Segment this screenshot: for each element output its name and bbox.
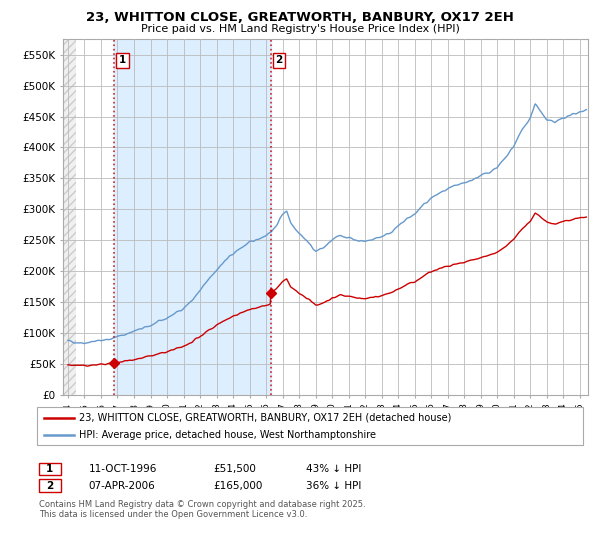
Text: 2: 2 bbox=[275, 55, 283, 65]
Text: 1: 1 bbox=[119, 55, 126, 65]
Text: 23, WHITTON CLOSE, GREATWORTH, BANBURY, OX17 2EH: 23, WHITTON CLOSE, GREATWORTH, BANBURY, … bbox=[86, 11, 514, 24]
Text: 1: 1 bbox=[46, 464, 53, 474]
Text: 2: 2 bbox=[46, 480, 53, 491]
Polygon shape bbox=[63, 39, 76, 395]
Text: 23, WHITTON CLOSE, GREATWORTH, BANBURY, OX17 2EH (detached house): 23, WHITTON CLOSE, GREATWORTH, BANBURY, … bbox=[79, 413, 452, 423]
Text: 36% ↓ HPI: 36% ↓ HPI bbox=[306, 480, 361, 491]
Text: 11-OCT-1996: 11-OCT-1996 bbox=[89, 464, 157, 474]
Text: HPI: Average price, detached house, West Northamptonshire: HPI: Average price, detached house, West… bbox=[79, 430, 376, 440]
Text: 07-APR-2006: 07-APR-2006 bbox=[89, 480, 155, 491]
Text: Contains HM Land Registry data © Crown copyright and database right 2025.
This d: Contains HM Land Registry data © Crown c… bbox=[39, 500, 365, 519]
Bar bbox=[114, 39, 271, 395]
Text: Price paid vs. HM Land Registry's House Price Index (HPI): Price paid vs. HM Land Registry's House … bbox=[140, 24, 460, 34]
Text: 43% ↓ HPI: 43% ↓ HPI bbox=[306, 464, 361, 474]
Text: £165,000: £165,000 bbox=[213, 480, 262, 491]
Text: £51,500: £51,500 bbox=[213, 464, 256, 474]
